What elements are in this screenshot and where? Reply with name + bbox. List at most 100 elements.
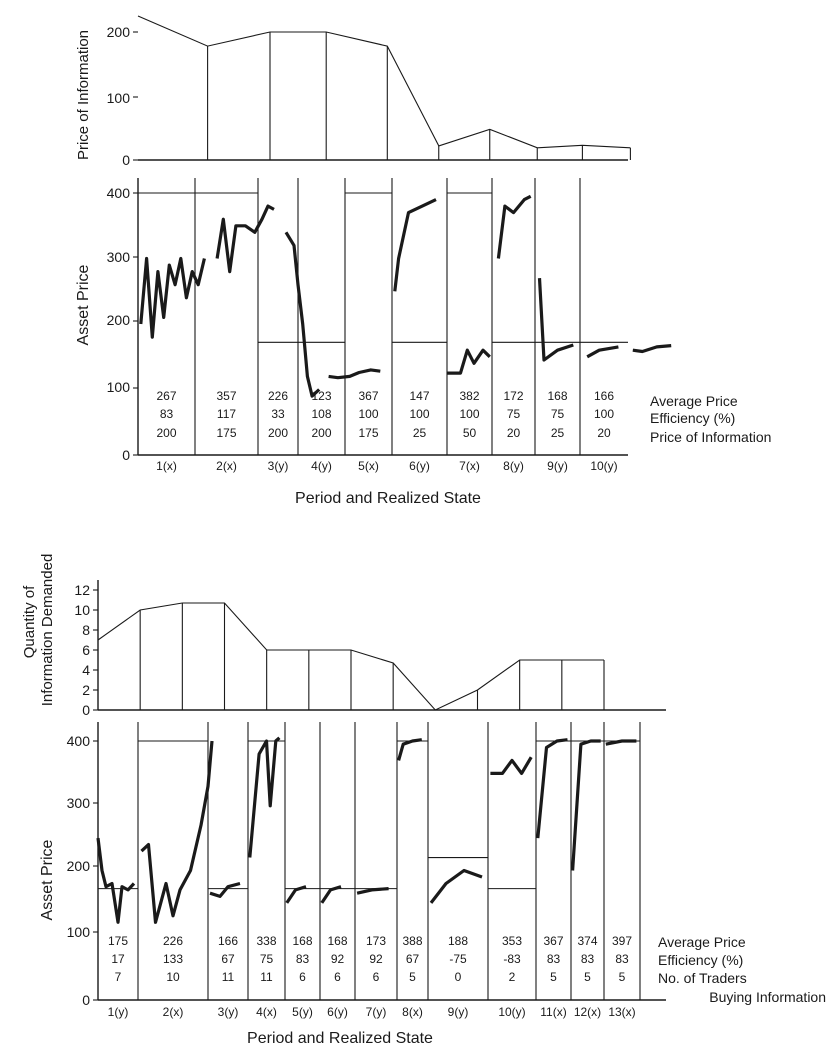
period-label: 10(y)	[590, 459, 617, 473]
table-cell: 5	[409, 970, 416, 984]
transaction-price-trace	[285, 885, 307, 904]
top-price-ytick: 200	[107, 312, 131, 328]
period-label: 3(y)	[268, 459, 289, 473]
top-xlabel: Period and Realized State	[295, 490, 481, 507]
table-cell: 67	[221, 952, 235, 966]
table-cell: 92	[369, 952, 383, 966]
table-cell: 2	[509, 970, 516, 984]
table-cell: 200	[156, 426, 176, 440]
top-price-ytick: 300	[107, 249, 131, 265]
table-cell: 168	[327, 934, 347, 948]
info-ytick: 8	[82, 622, 90, 638]
transaction-price-trace	[536, 738, 568, 839]
table-cell: 50	[463, 426, 477, 440]
table-cell: 83	[160, 407, 174, 421]
bottom-xlabel: Period and Realized State	[247, 1030, 433, 1047]
period-label: 9(y)	[448, 1005, 469, 1019]
table-cell: 397	[612, 934, 632, 948]
info-price-line	[137, 15, 631, 149]
table-cell: 100	[459, 407, 479, 421]
table-cell: 367	[543, 934, 563, 948]
table-cell: 133	[163, 952, 183, 966]
info-ytick: 4	[82, 662, 90, 678]
table-cell: 117	[217, 407, 236, 421]
transaction-price-trace	[328, 368, 381, 380]
period-label: 13(x)	[608, 1005, 635, 1019]
period-label: 8(x)	[402, 1005, 423, 1019]
transaction-price-trace	[490, 756, 533, 776]
table-cell: 83	[547, 952, 561, 966]
transaction-price-trace	[248, 736, 281, 858]
top-info-ytick: 200	[107, 24, 131, 40]
table-cell: 175	[108, 934, 128, 948]
transaction-price-trace	[356, 887, 389, 895]
period-label: 1(x)	[156, 459, 177, 473]
table-cell: 67	[406, 952, 420, 966]
period-label: 7(x)	[459, 459, 480, 473]
transaction-price-trace	[139, 256, 206, 339]
table-cell: 100	[594, 407, 614, 421]
bottom-row-label-buying-information: Buying Information	[709, 989, 826, 1005]
table-cell: 226	[268, 389, 288, 403]
table-cell: 7	[115, 970, 122, 984]
table-cell: 5	[619, 970, 626, 984]
table-cell: 17	[111, 952, 125, 966]
transaction-price-trace	[140, 740, 214, 924]
transaction-price-trace	[447, 348, 491, 375]
info-ytick: 6	[82, 642, 90, 658]
top-row-label-average-price: Average Price	[650, 393, 738, 409]
bottom-info-ylabel-line2: Information Demanded	[39, 554, 56, 707]
table-cell: 75	[260, 952, 274, 966]
table-cell: 11	[222, 970, 235, 984]
table-cell: 147	[409, 389, 429, 403]
period-label: 2(x)	[216, 459, 237, 473]
table-cell: 172	[503, 389, 523, 403]
table-cell: 226	[163, 934, 183, 948]
bottom-price-ytick: 300	[67, 795, 91, 811]
bottom-info-chart: Quantity of Information Demanded 0 2 4 6 8 10…	[21, 554, 666, 718]
table-cell: 367	[358, 389, 378, 403]
table-cell: 353	[502, 934, 522, 948]
top-price-ylabel: Asset Price	[75, 264, 92, 345]
top-info-ytick: 0	[122, 152, 130, 168]
table-cell: 166	[594, 389, 614, 403]
table-cell: -75	[449, 952, 467, 966]
table-cell: 0	[455, 970, 462, 984]
period-label: 4(y)	[311, 459, 332, 473]
bottom-price-chart: Asset Price 0 100 200 300 400	[39, 722, 666, 1008]
table-cell: 173	[366, 934, 386, 948]
transaction-price-trace	[571, 739, 601, 871]
table-cell: -83	[503, 952, 521, 966]
transaction-price-trace	[209, 881, 241, 899]
table-cell: 83	[615, 952, 629, 966]
table-cell: 100	[409, 407, 429, 421]
bottom-info-ylabel-line1: Quantity of	[21, 585, 38, 658]
transaction-price-trace	[537, 278, 574, 362]
top-info-ylabel: Price of Information	[75, 30, 92, 160]
transaction-price-trace	[284, 231, 321, 398]
transaction-price-trace	[632, 344, 672, 354]
period-label: 5(x)	[358, 459, 379, 473]
period-label: 7(y)	[366, 1005, 387, 1019]
transaction-price-trace	[429, 868, 483, 904]
table-cell: 175	[216, 426, 236, 440]
period-label: 5(y)	[292, 1005, 313, 1019]
transaction-price-trace	[605, 739, 637, 746]
table-cell: 166	[218, 934, 238, 948]
period-label: 6(y)	[327, 1005, 348, 1019]
transaction-price-trace	[320, 885, 342, 904]
transaction-price-trace	[215, 204, 275, 274]
top-price-ytick: 400	[107, 185, 131, 201]
table-cell: 6	[373, 970, 380, 984]
table-cell: 175	[358, 426, 378, 440]
transaction-price-trace	[96, 837, 136, 924]
table-cell: 374	[577, 934, 597, 948]
transaction-price-trace	[397, 738, 423, 761]
table-cell: 20	[597, 426, 611, 440]
table-cell: 188	[448, 934, 468, 948]
period-label: 8(y)	[503, 459, 524, 473]
table-cell: 75	[507, 407, 521, 421]
table-cell: 10	[166, 970, 180, 984]
period-label: 9(y)	[547, 459, 568, 473]
period-label: 3(y)	[218, 1005, 239, 1019]
